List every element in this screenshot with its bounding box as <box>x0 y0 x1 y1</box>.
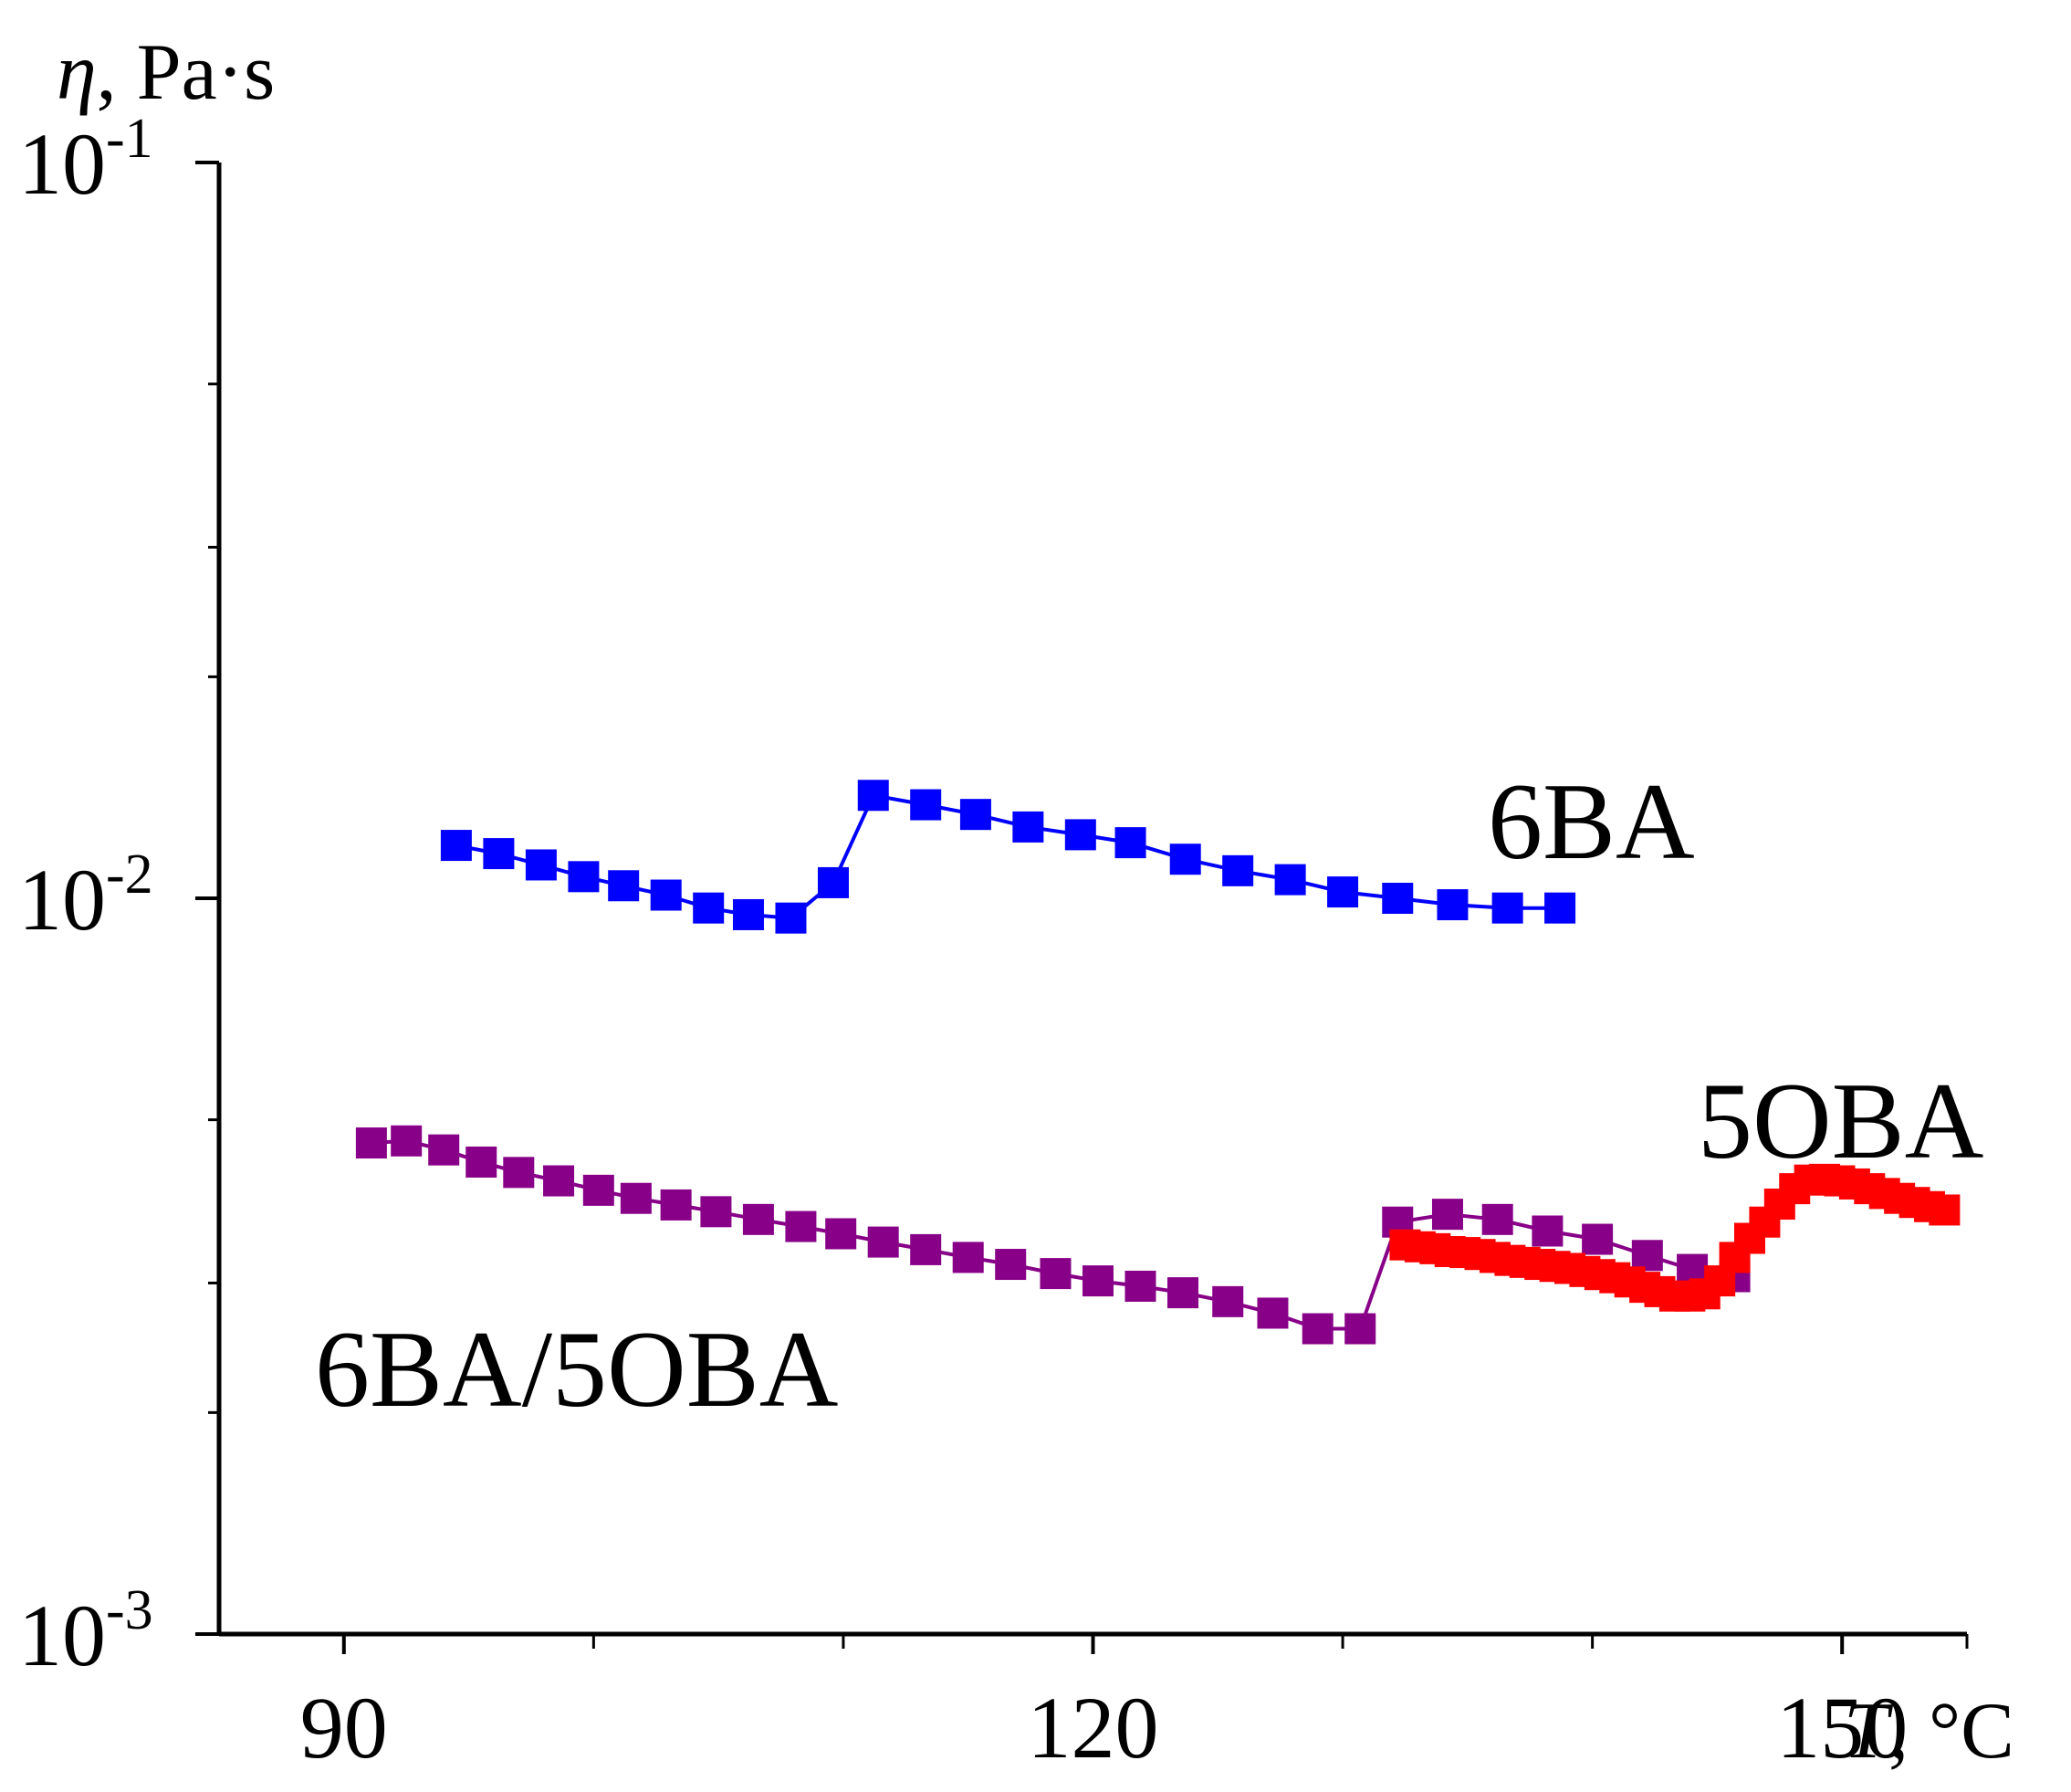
data-point <box>1382 883 1414 914</box>
data-point <box>355 1127 387 1159</box>
data-point <box>650 879 682 911</box>
data-point <box>568 861 600 893</box>
data-point <box>867 1226 899 1258</box>
data-point <box>1212 1285 1244 1317</box>
y-tick-label-exponent: -2 <box>106 844 153 906</box>
y-tick-label: 10-3 <box>18 1579 153 1684</box>
data-point <box>525 849 557 881</box>
data-point <box>465 1146 497 1178</box>
data-point <box>1532 1215 1564 1247</box>
data-point <box>1169 844 1201 875</box>
data-point <box>825 1218 857 1250</box>
data-point <box>1302 1313 1334 1345</box>
data-point <box>660 1189 692 1221</box>
data-point <box>995 1249 1027 1281</box>
y-tick-label: 10-2 <box>18 844 153 948</box>
data-point <box>503 1157 535 1189</box>
x-tick-label: 120 <box>1028 1679 1159 1776</box>
data-point <box>1327 876 1359 908</box>
data-point <box>483 838 515 870</box>
data-point <box>1222 854 1254 886</box>
data-point <box>1491 892 1523 924</box>
data-point <box>1274 864 1306 896</box>
data-point <box>1929 1194 1961 1226</box>
y-tick-label-exponent: -1 <box>106 108 153 170</box>
series-label-6ba: 6BA <box>1488 760 1695 882</box>
data-point <box>1431 1199 1463 1231</box>
data-point <box>700 1196 732 1228</box>
x-axis-title: T, °C <box>1844 1687 2014 1776</box>
data-point <box>785 1210 817 1242</box>
data-point <box>857 780 889 812</box>
data-point <box>742 1203 774 1235</box>
x-axis-title-symbol: T <box>1844 1687 1894 1776</box>
data-point <box>440 830 472 862</box>
series-label-5oba: 5OBA <box>1698 1060 1983 1181</box>
y-axis-title-unit: , Pa·s <box>97 28 276 117</box>
data-point <box>775 902 807 934</box>
series-6ba <box>440 780 1576 934</box>
data-point <box>1012 811 1044 843</box>
series-line <box>371 1138 1735 1331</box>
data-point <box>910 1233 942 1265</box>
data-series <box>355 780 1961 1345</box>
data-point <box>1631 1240 1663 1272</box>
y-tick-label-base: 10 <box>18 115 106 213</box>
y-tick-label-base: 10 <box>18 851 106 948</box>
series-5oba <box>1389 1163 1961 1312</box>
y-tick-label: 10-1 <box>18 108 153 213</box>
data-point <box>1040 1258 1072 1290</box>
data-point <box>1481 1203 1513 1235</box>
data-point <box>1344 1313 1376 1345</box>
data-point <box>1257 1297 1289 1329</box>
data-point <box>1082 1265 1114 1297</box>
y-axis-title-symbol: η <box>57 28 97 117</box>
data-point <box>1064 819 1096 851</box>
data-point <box>1114 827 1146 859</box>
data-point <box>1582 1223 1614 1255</box>
y-tick-label-exponent: -3 <box>106 1579 153 1641</box>
data-point <box>910 789 942 821</box>
data-point <box>1437 889 1469 921</box>
data-point <box>582 1174 614 1206</box>
y-tick-label-base: 10 <box>18 1587 106 1684</box>
data-point <box>1166 1277 1198 1309</box>
x-axis-title-unit: , °C <box>1888 1687 2014 1776</box>
data-point <box>1124 1270 1156 1302</box>
series-6ba-5oba <box>355 1125 1751 1345</box>
data-point <box>817 866 849 898</box>
series-label-6ba-5oba: 6BA/5OBA <box>315 1308 838 1430</box>
data-point <box>608 870 640 902</box>
x-tick-label: 150 <box>1776 1679 1908 1776</box>
data-point <box>543 1165 575 1197</box>
y-axis-title: η, Pa·s <box>57 28 275 117</box>
x-tick-label: 90 <box>300 1679 388 1776</box>
data-point <box>620 1182 652 1214</box>
data-point <box>959 799 991 831</box>
data-point <box>1544 892 1576 924</box>
data-point <box>952 1242 984 1273</box>
data-point <box>693 892 725 924</box>
data-point <box>391 1125 423 1157</box>
data-point <box>428 1134 460 1166</box>
data-point <box>732 898 764 930</box>
